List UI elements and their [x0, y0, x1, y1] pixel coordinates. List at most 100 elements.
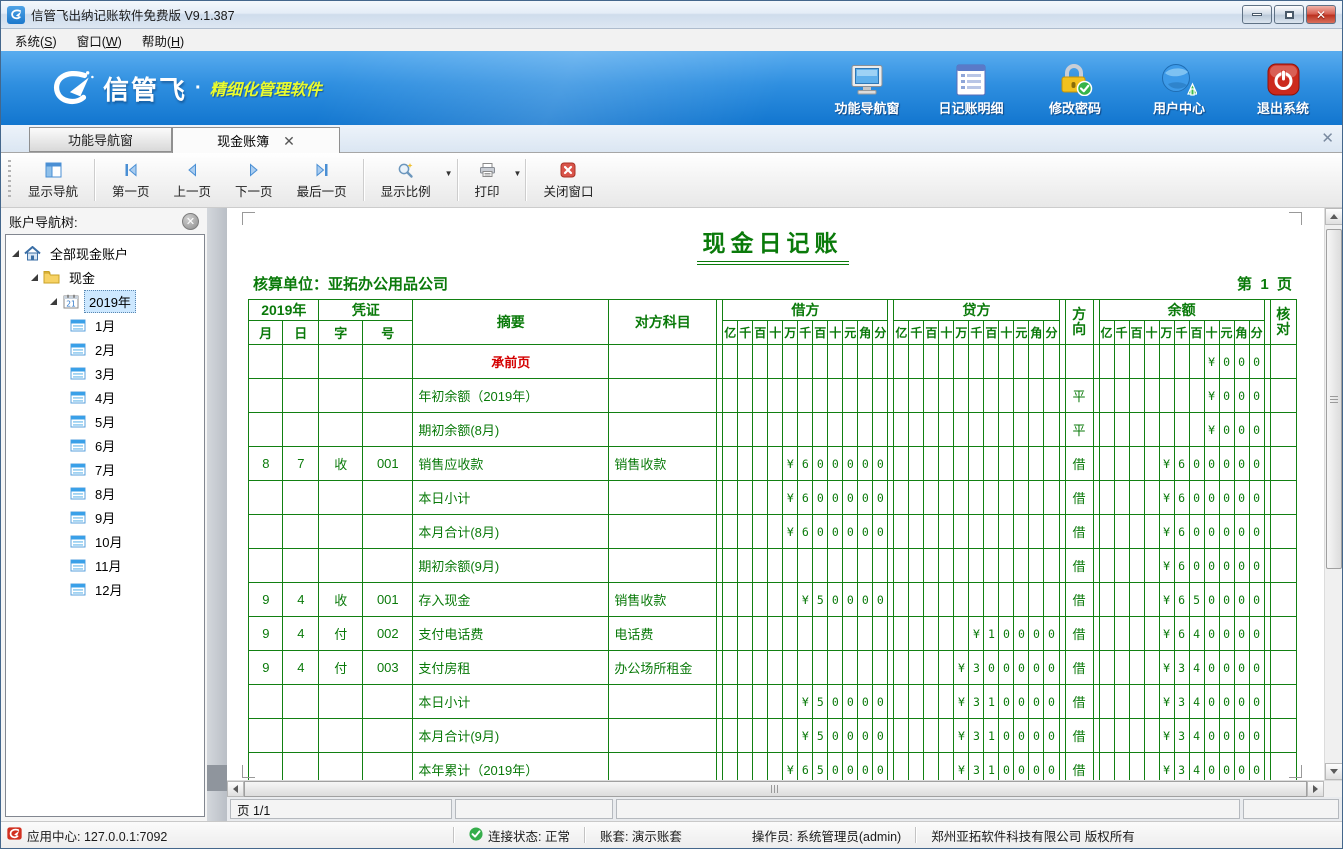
debit-digit: 0	[842, 514, 859, 549]
balance-digit: 0	[1233, 684, 1250, 719]
balance-digit: 6	[1173, 616, 1190, 651]
tree-item-month-4[interactable]: 4月	[6, 385, 204, 409]
last-page-button[interactable]: 最后一页	[285, 157, 359, 203]
balance-digit: 0	[1233, 650, 1250, 685]
debit-digit	[722, 514, 739, 549]
close-button[interactable]: ✕	[1306, 5, 1336, 24]
sidebar-close-button[interactable]: ✕	[182, 212, 199, 230]
debit-digit: 0	[842, 582, 859, 617]
tree-item-month-12[interactable]: 12月	[6, 577, 204, 601]
debit-digit	[737, 344, 754, 379]
banner-button-nav-window[interactable]: 功能导航窗	[824, 60, 910, 117]
tab-cash-book[interactable]: 现金账簿 ✕	[172, 127, 340, 153]
close-window-button[interactable]: 关闭窗口	[531, 157, 605, 203]
balance-digit	[1113, 752, 1130, 780]
chevron-down-icon[interactable]: ▼	[513, 168, 522, 178]
chevron-down-icon[interactable]: ▼	[444, 168, 453, 178]
balance-digit: ¥	[1158, 752, 1175, 780]
svg-text:21: 21	[66, 299, 76, 308]
tree-item-label: 现金	[69, 270, 96, 286]
tree-item-month-11[interactable]: 11月	[6, 553, 204, 577]
credit-digit	[968, 480, 985, 515]
balance-digit: 0	[1218, 480, 1235, 515]
print-button[interactable]: 打印	[463, 157, 512, 203]
debit-digit	[812, 616, 829, 651]
cell-direction: 平	[1064, 378, 1094, 413]
balance-digit	[1113, 582, 1130, 617]
sidebar-splitter[interactable]	[207, 208, 227, 821]
cell-direction: 平	[1064, 412, 1094, 447]
tree-item-label: 4月	[95, 390, 116, 406]
credit-digit	[938, 684, 955, 719]
tree-item-month-10[interactable]: 10月	[6, 529, 204, 553]
balance-digit	[1113, 480, 1130, 515]
debit-digit	[737, 650, 754, 685]
cell-direction: 借	[1064, 480, 1094, 515]
credit-digit	[908, 378, 925, 413]
banner-button-user-center[interactable]: 用户中心	[1136, 60, 1222, 117]
cell-check	[1269, 480, 1297, 515]
banner-button-change-password[interactable]: 修改密码	[1032, 60, 1118, 117]
cell-check	[1269, 616, 1297, 651]
debit-digit	[722, 718, 739, 753]
tree-item-month-7[interactable]: 7月	[6, 457, 204, 481]
debit-digit	[872, 378, 889, 413]
balance-digit: 0	[1218, 616, 1235, 651]
scroll-up-arrow[interactable]	[1324, 208, 1342, 225]
tree-item-month-8[interactable]: 8月	[6, 481, 204, 505]
credit-digit	[983, 378, 1000, 413]
tree-item-year-2019[interactable]: 21 2019年	[6, 289, 204, 313]
cell-month: 9	[248, 650, 284, 685]
splitter-handle[interactable]	[207, 765, 227, 791]
vertical-scroll-thumb[interactable]	[1325, 229, 1342, 569]
scroll-down-arrow[interactable]	[1324, 763, 1342, 780]
credit-digit	[998, 514, 1015, 549]
balance-digit	[1173, 412, 1190, 447]
debit-digit	[767, 684, 784, 719]
ledger-row: 期初余额(9月) 借 ¥6 0 0 0 0 0	[248, 548, 1297, 583]
debit-digit: ¥	[782, 514, 799, 549]
tree-item-cash[interactable]: 现金	[6, 265, 204, 289]
expand-triangle-icon[interactable]	[31, 273, 38, 281]
expand-triangle-icon[interactable]	[50, 297, 57, 305]
maximize-button[interactable]	[1274, 5, 1304, 24]
cell-check	[1269, 514, 1297, 549]
menu-item-s[interactable]: 系统(S)	[15, 34, 57, 49]
scroll-left-arrow[interactable]	[227, 781, 244, 797]
next-page-button[interactable]: 下一页	[223, 157, 285, 203]
credit-digit	[923, 752, 940, 780]
banner-button-exit-system[interactable]: 退出系统	[1240, 60, 1326, 117]
menu-item-h[interactable]: 帮助(H)	[141, 34, 185, 49]
tree-item-month-2[interactable]: 2月	[6, 337, 204, 361]
debit-digit	[752, 446, 769, 481]
accounting-unit: 核算单位：亚拓办公用品公司	[253, 276, 449, 293]
show-nav-button[interactable]: 显示导航	[16, 157, 90, 203]
cell-day	[282, 684, 320, 719]
vertical-scrollbar[interactable]	[1324, 208, 1342, 780]
page-status-bar: 页 1/1	[227, 797, 1342, 821]
horizontal-scrollbar[interactable]	[227, 780, 1342, 797]
credit-digit: 0	[998, 752, 1015, 780]
banner-button-journal-detail[interactable]: 日记账明细	[928, 60, 1014, 117]
zoom-ratio-button[interactable]: 显示比例	[369, 157, 443, 203]
tree-item-month-5[interactable]: 5月	[6, 409, 204, 433]
scroll-right-arrow[interactable]	[1307, 781, 1324, 797]
expand-triangle-icon[interactable]	[12, 249, 19, 257]
tree-item-month-6[interactable]: 6月	[6, 433, 204, 457]
tab-nav-window[interactable]: 功能导航窗	[29, 127, 172, 152]
tree-item-month-1[interactable]: 1月	[6, 313, 204, 337]
prev-page-button[interactable]: 上一页	[162, 157, 224, 203]
tree-item-month-3[interactable]: 3月	[6, 361, 204, 385]
tabbar-close-icon[interactable]: ✕	[1321, 130, 1334, 147]
tree-item-month-9[interactable]: 9月	[6, 505, 204, 529]
first-page-button[interactable]: 第一页	[100, 157, 162, 203]
tab-close-icon[interactable]: ✕	[283, 132, 295, 149]
minimize-button[interactable]	[1242, 5, 1272, 24]
cell-day	[282, 514, 320, 549]
debit-digit: ¥	[797, 582, 814, 617]
debit-digit	[737, 548, 754, 583]
tree-item-all-accounts[interactable]: 全部现金账户	[6, 241, 204, 265]
menu-item-w[interactable]: 窗口(W)	[76, 34, 122, 49]
debit-digit	[827, 548, 844, 583]
horizontal-scroll-thumb[interactable]	[244, 781, 1307, 797]
